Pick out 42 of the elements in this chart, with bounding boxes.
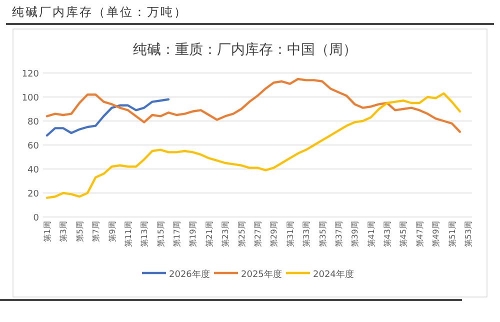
x-tick-label: 第53周	[464, 221, 473, 248]
x-tick-label: 第31周	[286, 221, 295, 248]
y-tick-label: 120	[22, 70, 40, 80]
y-tick-label: 40	[28, 166, 40, 176]
x-tick-label: 第51周	[448, 221, 457, 248]
line-series	[46, 98, 170, 136]
x-tick-label: 第15周	[156, 221, 166, 248]
x-tick-label: 第19周	[188, 221, 198, 248]
x-tick-label: 第43周	[383, 221, 392, 248]
legend-label: 2024年度	[313, 269, 354, 280]
x-tick-label: 第39周	[350, 221, 360, 248]
x-tick-label: 第13周	[140, 221, 150, 248]
chart-subtitle: 纯碱：重质：厂内库存：中国（周）	[133, 42, 357, 58]
line-series	[46, 78, 461, 133]
x-tick-label: 第35周	[318, 221, 328, 248]
x-tick-label: 第37周	[334, 221, 344, 248]
x-tick-label: 第17周	[172, 221, 182, 248]
x-tick-label: 第5周	[75, 221, 84, 242]
legend-label: 2025年度	[241, 269, 282, 280]
x-tick-label: 第23周	[221, 221, 230, 248]
y-tick-label: 0	[33, 214, 40, 224]
line-series	[46, 92, 461, 199]
y-tick-label: 60	[28, 142, 40, 152]
x-tick-label: 第21周	[204, 221, 214, 248]
x-tick-label: 第45周	[399, 221, 408, 248]
chart-title: 纯碱厂内库存（单位：万吨）	[12, 5, 188, 19]
x-tick-label: 第49周	[432, 221, 441, 248]
x-tick-label: 第1周	[43, 221, 52, 242]
x-tick-label: 第33周	[302, 221, 312, 248]
x-tick-label: 第27周	[254, 221, 262, 248]
x-tick-label: 第25周	[237, 221, 246, 248]
x-tick-label: 第3周	[59, 221, 68, 242]
x-tick-label: 第29周	[270, 221, 279, 248]
y-tick-label: 20	[28, 190, 40, 200]
y-tick-label: 80	[28, 118, 40, 128]
x-tick-label: 第11周	[124, 221, 133, 248]
legend-label: 2026年度	[169, 269, 210, 280]
x-tick-label: 第9周	[108, 221, 117, 242]
x-tick-label: 第47周	[415, 221, 424, 248]
x-tick-label: 第7周	[92, 221, 101, 242]
x-tick-label: 第41周	[366, 221, 376, 248]
y-tick-label: 100	[22, 94, 40, 104]
